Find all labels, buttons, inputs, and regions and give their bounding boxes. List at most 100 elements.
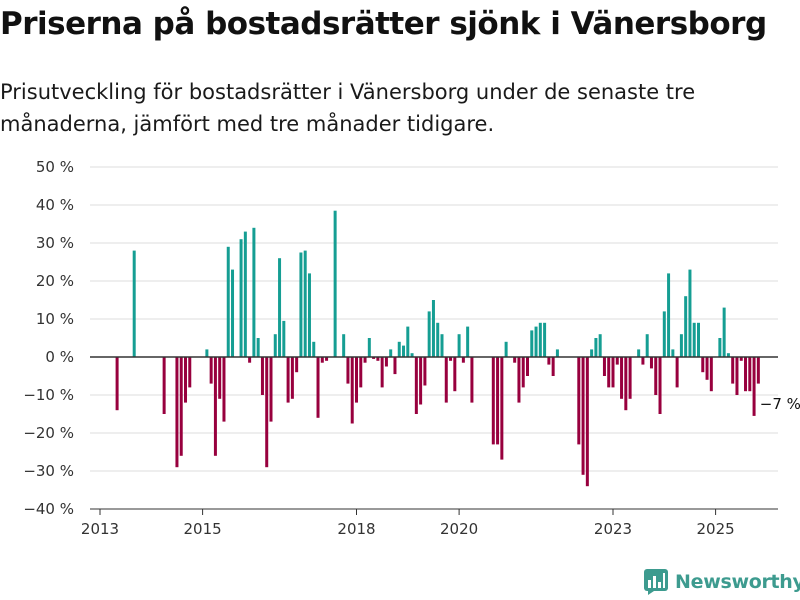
y-tick-label: 10 % [36, 310, 74, 328]
bar [299, 252, 303, 357]
bar [641, 357, 645, 365]
bar [538, 322, 542, 357]
bar [628, 357, 632, 399]
bar [397, 341, 401, 357]
bar [555, 349, 559, 357]
bar [637, 349, 641, 357]
bar [273, 334, 277, 357]
bar [132, 250, 136, 357]
bar [692, 322, 696, 357]
bar [607, 357, 611, 388]
bar [320, 357, 324, 363]
bar [735, 357, 739, 395]
bar [457, 334, 461, 357]
bar [286, 357, 290, 403]
bar [731, 357, 735, 384]
bar [679, 334, 683, 357]
bar [325, 357, 329, 361]
bar [252, 227, 256, 357]
x-tick-label: 2015 [184, 520, 222, 538]
bar [722, 307, 726, 357]
bar [444, 357, 448, 403]
bar [513, 357, 517, 363]
bar [602, 357, 606, 376]
bar [500, 357, 504, 460]
bar [620, 357, 624, 399]
chart-subtitle: Prisutveckling för bostadsrätter i Väner… [0, 80, 696, 136]
bar [256, 338, 260, 357]
bar [427, 311, 431, 357]
bar [521, 357, 525, 388]
bar [449, 357, 453, 361]
y-tick-label: 20 % [36, 272, 74, 290]
bar [380, 357, 384, 388]
x-tick-label: 2023 [594, 520, 632, 538]
y-tick-label: 50 % [36, 158, 74, 176]
x-tick-label: 2018 [337, 520, 375, 538]
bar [658, 357, 662, 414]
bar [205, 349, 209, 357]
bar [410, 353, 414, 357]
bar [684, 296, 688, 357]
bar [748, 357, 752, 392]
bar [414, 357, 418, 414]
newsworthy-logo-icon [644, 569, 668, 595]
bar [162, 357, 166, 414]
bar [231, 269, 235, 357]
bar [175, 357, 179, 468]
bar [436, 322, 440, 357]
bar [466, 326, 470, 357]
x-tick-label: 2020 [440, 520, 478, 538]
bar [496, 357, 500, 445]
bar [543, 322, 547, 357]
bar [547, 357, 551, 365]
bar [491, 357, 495, 445]
bar [290, 357, 294, 399]
bar [718, 338, 722, 357]
bar [671, 349, 675, 357]
bar [389, 349, 393, 357]
bar [526, 357, 529, 376]
bar [697, 322, 700, 357]
bar [226, 246, 230, 357]
bar [705, 357, 709, 380]
y-tick-label: 30 % [36, 234, 74, 252]
bar [367, 338, 371, 357]
bar [282, 320, 286, 357]
x-tick-label: 2025 [697, 520, 735, 538]
bar [662, 311, 666, 357]
bar [615, 357, 619, 365]
bar [423, 357, 427, 386]
bar [265, 357, 269, 468]
y-tick-label: −10 % [23, 386, 74, 404]
bar [701, 357, 705, 373]
bar [530, 330, 534, 357]
bar [269, 357, 273, 422]
bar [504, 341, 508, 357]
bar [590, 349, 594, 357]
bar [752, 357, 756, 416]
bar [406, 326, 410, 357]
y-tick-label: −20 % [23, 424, 74, 442]
bar-chart: 50 % 40 % 30 % 20 % 10 % 0 % −10 % −20 % −30 % −4… [23, 158, 800, 538]
bar [342, 334, 346, 357]
bar [756, 357, 760, 384]
tick-labels: 50 % 40 % 30 % 20 % 10 % 0 % −10 % −20 % −30 % −4… [23, 158, 800, 538]
bar [594, 338, 598, 357]
bar [440, 334, 444, 357]
bar [453, 357, 457, 392]
bar [222, 357, 226, 422]
bar [624, 357, 628, 411]
bar [577, 357, 581, 445]
bar [218, 357, 222, 399]
bar [295, 357, 299, 373]
bar [551, 357, 555, 376]
newsworthy-brand-text: Newsworthy [675, 571, 800, 593]
x-tick-label: 2013 [81, 520, 119, 538]
bar [303, 250, 307, 357]
bar [248, 357, 252, 363]
bar [739, 357, 743, 361]
bar [585, 357, 589, 487]
bar [355, 357, 358, 403]
bar [419, 357, 423, 405]
